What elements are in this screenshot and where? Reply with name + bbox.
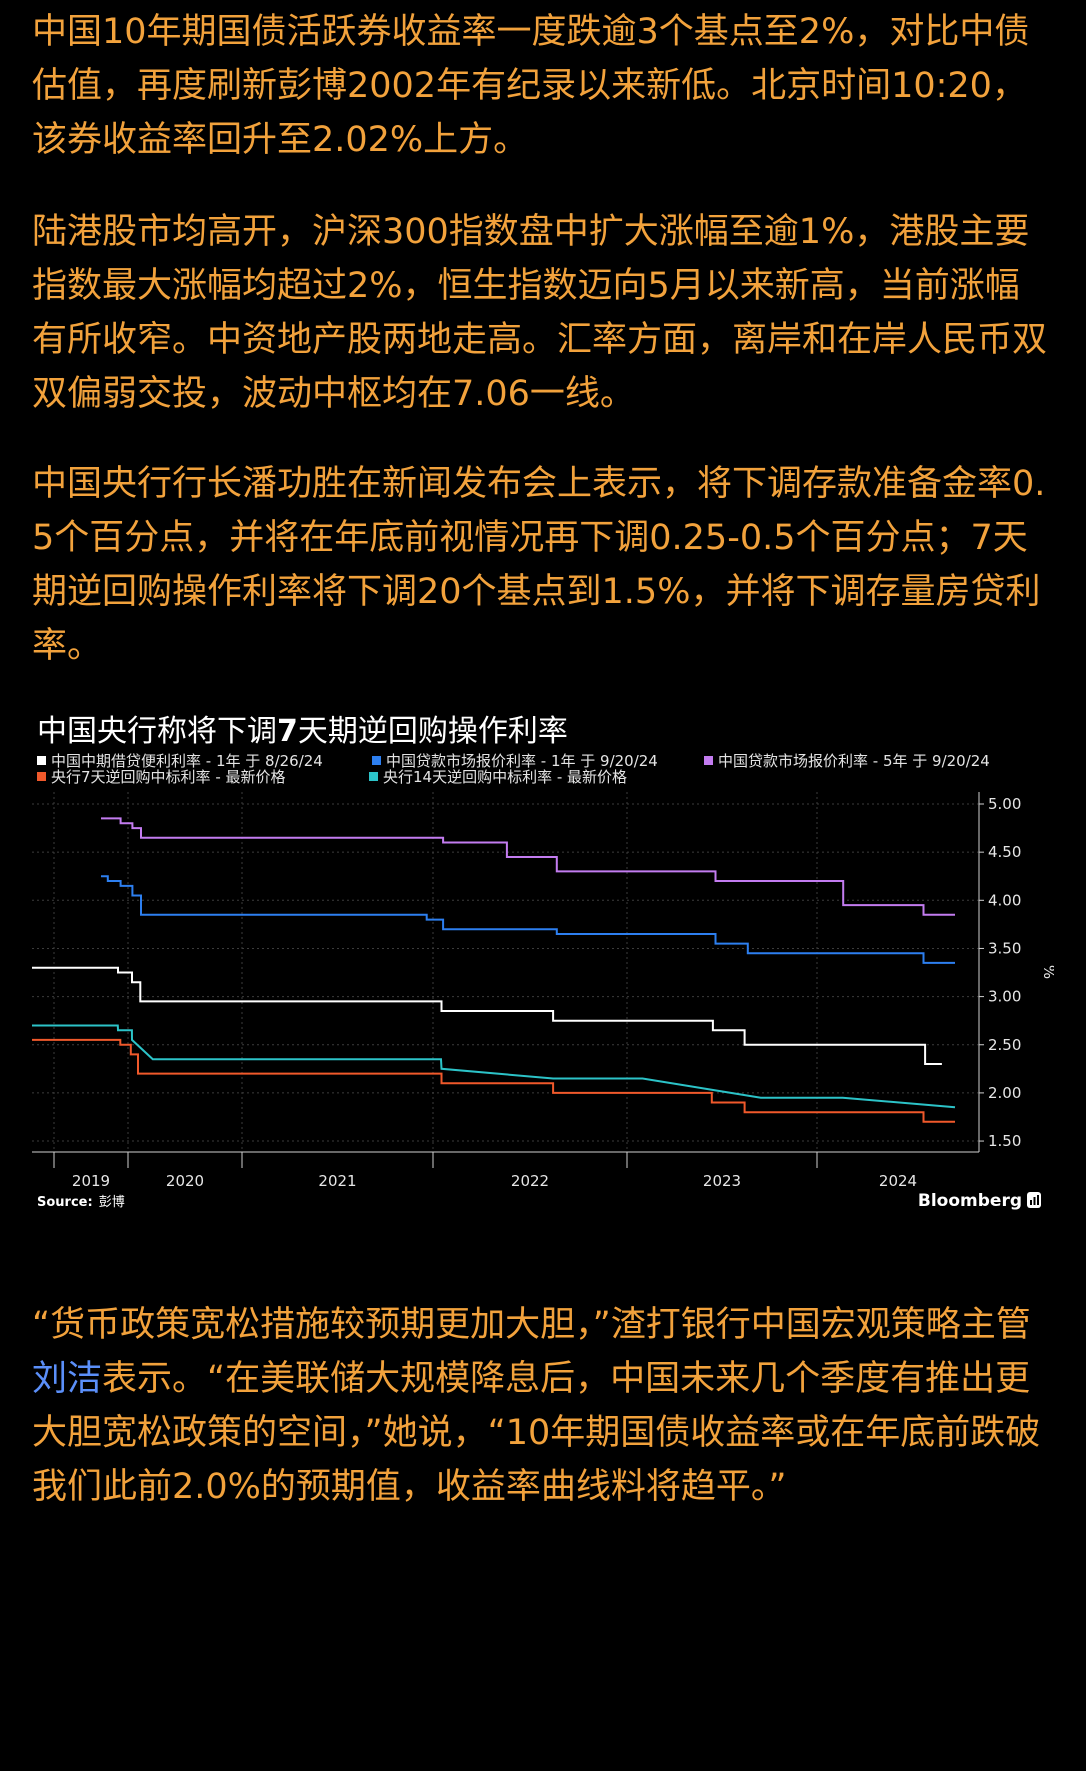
y-tick-label: 2.00 bbox=[988, 1084, 1021, 1102]
legend-swatch bbox=[369, 772, 378, 781]
legend-label: 央行7天逆回购中标利率 - 最新价格 bbox=[51, 768, 286, 786]
plot-series bbox=[32, 817, 956, 1123]
chart-title-run: 7 bbox=[277, 714, 298, 749]
legend-swatch bbox=[704, 756, 713, 765]
mlf-1y-line bbox=[32, 966, 942, 1065]
legend-item: 中国贷款市场报价利率 - 1年 于 9/20/24 bbox=[372, 752, 658, 770]
y-tick-label: 3.50 bbox=[988, 939, 1021, 957]
y-tick-label: 5.00 bbox=[988, 795, 1021, 813]
y-axis-unit-label: % bbox=[1040, 965, 1054, 979]
article-paragraph: 陆港股市均高开，沪深300指数盘中扩大涨幅至逾1%，港股主要指数最大涨幅均超过2… bbox=[32, 212, 1048, 414]
bloomberg-chart-icon-bar bbox=[1030, 1200, 1032, 1205]
lpr-5y-line bbox=[101, 817, 955, 916]
plot-gridlines bbox=[32, 792, 979, 1152]
source-label: Source: bbox=[37, 1195, 93, 1210]
rate-chart: 中国央行称将下调7天期逆回购操作利率 中国中期借贷便利利率 - 1年 于 8/2… bbox=[32, 710, 1054, 1210]
x-tick-label: 2023 bbox=[703, 1172, 741, 1190]
legend-label: 中国中期借贷便利利率 - 1年 于 8/26/24 bbox=[51, 752, 323, 770]
y-tick-label: 3.00 bbox=[988, 988, 1021, 1006]
x-tick-label: 2024 bbox=[879, 1172, 917, 1190]
legend-item: 央行14天逆回购中标利率 - 最新价格 bbox=[369, 768, 627, 786]
y-tick-label: 2.50 bbox=[988, 1036, 1021, 1054]
source-note: Source: 彭博 bbox=[37, 1195, 125, 1210]
legend-swatch bbox=[372, 756, 381, 765]
x-tick-label: 2019 bbox=[72, 1172, 110, 1190]
y-tick-label: 1.50 bbox=[988, 1132, 1021, 1150]
bloomberg-chart-icon bbox=[1027, 1192, 1041, 1208]
bloomberg-logo: Bloomberg bbox=[918, 1191, 1022, 1210]
bloomberg-chart-icon-bar bbox=[1033, 1197, 1036, 1205]
reverse-repo-7d-line bbox=[32, 1038, 955, 1123]
chart-title-run: 中国央行称将下调 bbox=[37, 714, 277, 749]
chart-title-run: 天期逆回购操作利率 bbox=[298, 714, 568, 749]
x-tick-label: 2020 bbox=[166, 1172, 204, 1190]
lpr-1y-line bbox=[101, 875, 955, 964]
quote-text-before: “货币政策宽松措施较预期更加大胆，”渣打银行中国宏观策略主管 bbox=[32, 1305, 1031, 1345]
axis-marks: 5.00 4.50 4.00 3.50 3.00 2.50 2.00 1.50 2019 2020… bbox=[32, 792, 1021, 1190]
chart-title: 中国央行称将下调7天期逆回购操作利率 bbox=[37, 714, 568, 749]
legend-item: 央行7天逆回购中标利率 - 最新价格 bbox=[37, 768, 286, 786]
x-tick-label: 2022 bbox=[511, 1172, 549, 1190]
legend-swatch bbox=[37, 756, 46, 765]
bloomberg-chart-icon-bar bbox=[1037, 1195, 1039, 1205]
legend-item: 中国贷款市场报价利率 - 5年 于 9/20/24 bbox=[704, 752, 990, 770]
chart-legend: 中国中期借贷便利利率 - 1年 于 8/26/24 中国贷款市场报价利率 - 1年… bbox=[37, 752, 990, 786]
quote-text-after: 表示。“在美联储大规模降息后，中国未来几个季度有推出更大胆宽松政策的空间，”她说… bbox=[32, 1359, 1041, 1507]
article-paragraph: 中国央行行长潘功胜在新闻发布会上表示，将下调存款准备金率0.5个百分点，并将在年… bbox=[32, 464, 1046, 666]
x-tick-label: 2021 bbox=[318, 1172, 356, 1190]
legend-label: 中国贷款市场报价利率 - 1年 于 9/20/24 bbox=[386, 752, 658, 770]
legend-swatch bbox=[37, 772, 46, 781]
quote-paragraph: “货币政策宽松措施较预期更加大胆，”渣打银行中国宏观策略主管刘洁表示。“在美联储… bbox=[32, 1298, 1054, 1514]
legend-label: 中国贷款市场报价利率 - 5年 于 9/20/24 bbox=[718, 752, 990, 770]
reverse-repo-14d-line bbox=[32, 1024, 956, 1109]
analyst-name-link[interactable]: 刘洁 bbox=[32, 1359, 103, 1399]
legend-label: 央行14天逆回购中标利率 - 最新价格 bbox=[383, 768, 627, 786]
legend-item: 中国中期借贷便利利率 - 1年 于 8/26/24 bbox=[37, 752, 323, 770]
y-tick-label: 4.00 bbox=[988, 891, 1021, 909]
article-paragraph: 中国10年期国债活跃券收益率一度跌逾3个基点至2%，对比中债估值，再度刷新彭博2… bbox=[32, 12, 1030, 160]
source-name: 彭博 bbox=[99, 1195, 125, 1210]
y-tick-label: 4.50 bbox=[988, 843, 1021, 861]
